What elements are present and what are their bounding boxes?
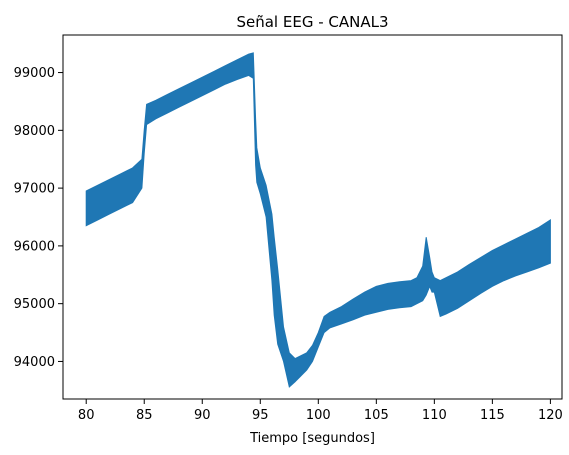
chart-title: Señal EEG - CANAL3 [236,13,388,31]
y-tick-label: 99000 [14,66,55,81]
series-layer [85,52,551,388]
y-tick-label: 97000 [14,182,55,197]
x-tick-label: 90 [194,408,211,423]
x-tick-label: 120 [538,408,563,423]
plot-background [63,35,562,399]
x-axis: 80 85 90 95 100 105 110 115 120 [78,399,563,423]
x-tick-label: 110 [422,408,447,423]
x-axis-label: Tiempo [segundos] [249,431,375,446]
plot-area: 80 85 90 95 100 105 110 115 120 9400095000960009… [14,34,563,423]
x-tick-label: 85 [136,408,153,423]
x-tick-label: 115 [480,408,505,423]
x-tick-label: 105 [364,408,389,423]
y-axis: 94000 95000 96000 97000 98000 99000 [14,66,63,370]
plot-frame [62,34,563,400]
x-tick-label: 95 [252,408,269,423]
y-tick-label: 95000 [14,297,55,312]
signal-series-0 [85,52,551,388]
y-tick-label: 96000 [14,239,55,254]
y-tick-label: 94000 [14,355,55,370]
x-tick-label: 100 [306,408,331,423]
y-tick-label: 98000 [14,124,55,139]
x-tick-label: 80 [78,408,95,423]
